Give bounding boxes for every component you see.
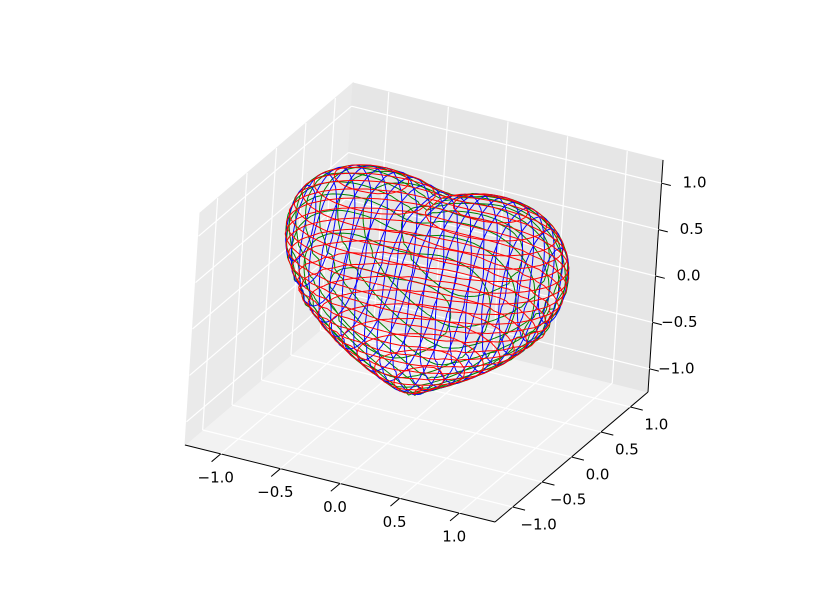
grid-line	[189, 244, 343, 376]
x-tick-label: −0.5	[257, 483, 293, 501]
x-tick	[390, 497, 400, 507]
contour-line	[298, 262, 550, 354]
y-tick	[541, 481, 555, 486]
y-tick-label: −0.5	[550, 491, 586, 509]
contour-line	[287, 228, 564, 325]
y-tick-label: −1.0	[520, 516, 556, 534]
grid-line	[351, 105, 662, 184]
y-tick	[600, 431, 614, 436]
z-tick	[658, 229, 668, 233]
grid-line	[290, 354, 602, 433]
grid-line	[195, 152, 349, 284]
x-tick	[330, 483, 341, 492]
y-tick	[512, 506, 526, 511]
x-tick	[211, 453, 222, 463]
z-tick-label: −1.0	[658, 359, 694, 377]
x-tick-label: 0.0	[323, 498, 347, 516]
z-tick	[661, 182, 671, 186]
z-tick	[652, 321, 662, 326]
grid-line	[202, 429, 513, 508]
grid-line	[261, 379, 572, 458]
contour-line	[317, 289, 528, 368]
z-tick	[649, 368, 659, 372]
contour-line	[356, 333, 484, 386]
contour-line	[284, 207, 570, 305]
contour-line	[288, 188, 568, 282]
contour-line	[307, 275, 539, 361]
x-tick-label: 1.0	[442, 528, 466, 546]
contour-line	[301, 172, 558, 257]
contour-line	[341, 317, 501, 381]
contour-line	[296, 251, 552, 344]
x-tick	[270, 468, 281, 477]
contour-line	[293, 179, 565, 270]
x-tick-label: 0.5	[383, 513, 407, 531]
z-tick-label: 1.0	[683, 174, 707, 192]
contour-line	[374, 349, 466, 391]
grid-line	[348, 152, 659, 231]
contour-line	[308, 164, 372, 323]
x-tick-label: −1.0	[198, 468, 234, 486]
y-tick-label: 1.0	[644, 416, 668, 434]
grid-line	[231, 404, 543, 483]
y-tick	[571, 456, 585, 461]
y-tick-label: 0.0	[586, 466, 610, 484]
y-tick	[630, 406, 643, 411]
contour-line	[419, 193, 498, 389]
z-tick-label: 0.0	[677, 267, 701, 285]
x-tick	[449, 512, 460, 522]
contour-line	[333, 164, 529, 224]
z-tick-label: 0.5	[680, 220, 704, 238]
grid-line	[342, 244, 653, 323]
y-tick-label: 0.5	[615, 441, 639, 459]
z-tick	[655, 275, 665, 279]
grid-line	[198, 105, 352, 237]
z-tick-label: −0.5	[661, 313, 697, 331]
